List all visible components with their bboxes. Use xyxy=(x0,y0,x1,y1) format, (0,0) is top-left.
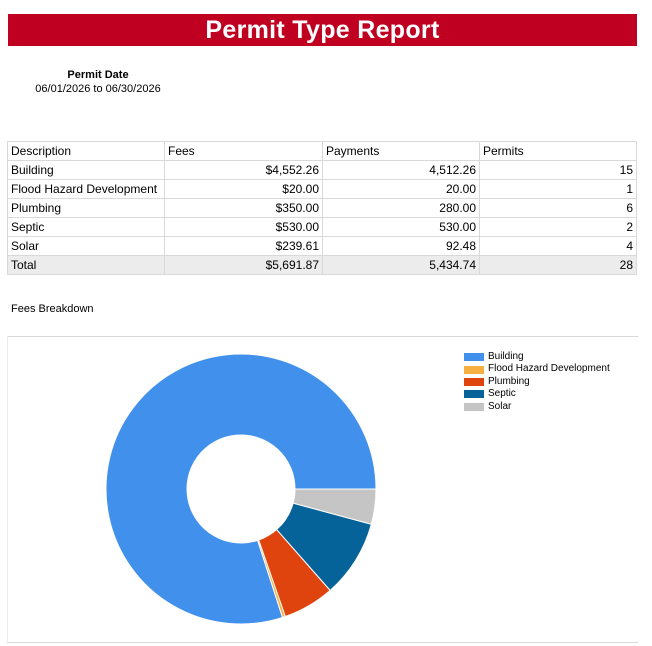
cell-fees: $350.00 xyxy=(164,198,323,218)
header-description: Description xyxy=(7,141,165,161)
cell-permits: 6 xyxy=(479,198,637,218)
total-payments: 5,434.74 xyxy=(322,255,480,275)
permit-type-table: Description Fees Payments Permits Buildi… xyxy=(7,141,637,275)
legend-item: Plumbing xyxy=(464,376,610,388)
cell-fees: $530.00 xyxy=(164,217,323,237)
total-label: Total xyxy=(7,255,165,275)
fees-breakdown-chart: Building Flood Hazard Development Plumbing… xyxy=(7,336,638,643)
cell-permits: 2 xyxy=(479,217,637,237)
cell-payments: 530.00 xyxy=(322,217,480,237)
header-fees: Fees xyxy=(164,141,323,161)
donut-chart xyxy=(105,353,377,625)
fees-breakdown-title: Fees Breakdown xyxy=(11,303,94,315)
cell-payments: 280.00 xyxy=(322,198,480,218)
table-total-row: Total $5,691.87 5,434.74 28 xyxy=(7,255,637,275)
cell-description: Plumbing xyxy=(7,198,165,218)
legend-swatch xyxy=(464,378,484,387)
table-header-row: Description Fees Payments Permits xyxy=(7,141,637,161)
table-row: Solar $239.61 92.48 4 xyxy=(7,236,637,256)
table-row: Plumbing $350.00 280.00 6 xyxy=(7,198,637,218)
cell-description: Septic xyxy=(7,217,165,237)
cell-description: Building xyxy=(7,160,165,180)
cell-payments: 20.00 xyxy=(322,179,480,199)
cell-permits: 1 xyxy=(479,179,637,199)
cell-fees: $239.61 xyxy=(164,236,323,256)
legend-label: Septic xyxy=(488,388,516,400)
total-fees: $5,691.87 xyxy=(164,255,323,275)
header-permits: Permits xyxy=(479,141,637,161)
cell-fees: $20.00 xyxy=(164,179,323,199)
legend-swatch xyxy=(464,402,484,411)
table-row: Flood Hazard Development $20.00 20.00 1 xyxy=(7,179,637,199)
cell-payments: 4,512.26 xyxy=(322,160,480,180)
legend-item: Building xyxy=(464,351,610,363)
total-permits: 28 xyxy=(479,255,637,275)
pie-slice-building xyxy=(105,353,377,625)
legend-swatch xyxy=(464,353,484,362)
legend-swatch xyxy=(464,365,484,374)
permit-date-label: Permit Date xyxy=(67,69,129,81)
chart-legend: Building Flood Hazard Development Plumbing… xyxy=(464,351,610,413)
cell-description: Flood Hazard Development xyxy=(7,179,165,199)
cell-permits: 4 xyxy=(479,236,637,256)
permit-date-range: 06/01/2026 to 06/30/2026 xyxy=(35,83,161,95)
cell-payments: 92.48 xyxy=(322,236,480,256)
table-row: Septic $530.00 530.00 2 xyxy=(7,217,637,237)
cell-description: Solar xyxy=(7,236,165,256)
report-title: Permit Type Report xyxy=(205,15,440,44)
table-row: Building $4,552.26 4,512.26 15 xyxy=(7,160,637,180)
report-title-banner: Permit Type Report xyxy=(8,14,637,46)
cell-permits: 15 xyxy=(479,160,637,180)
header-payments: Payments xyxy=(322,141,480,161)
legend-label: Flood Hazard Development xyxy=(488,363,610,375)
legend-label: Building xyxy=(488,351,524,362)
legend-swatch xyxy=(464,390,484,399)
legend-item: Septic xyxy=(464,388,610,400)
cell-fees: $4,552.26 xyxy=(164,160,323,180)
legend-label: Plumbing xyxy=(488,375,530,387)
legend-item: Flood Hazard Development xyxy=(464,363,610,375)
date-filter-block: Permit Date 06/01/2026 to 06/30/2026 xyxy=(24,68,172,96)
pie-slice-solar xyxy=(292,488,377,525)
legend-label: Solar xyxy=(488,400,512,412)
legend-item: Solar xyxy=(464,401,610,413)
